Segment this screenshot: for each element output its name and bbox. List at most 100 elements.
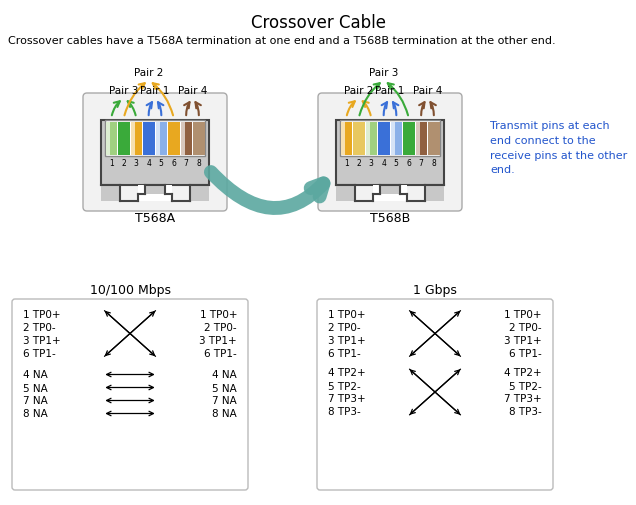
Text: 8: 8: [431, 159, 436, 168]
Text: 5: 5: [394, 159, 399, 168]
Text: 4 TP2+: 4 TP2+: [504, 368, 542, 378]
Text: 6 TP1-: 6 TP1-: [204, 348, 237, 358]
Text: 1 TP0+: 1 TP0+: [328, 310, 366, 319]
Text: Crossover Cable: Crossover Cable: [251, 14, 385, 32]
Text: 2 TP0-: 2 TP0-: [23, 322, 55, 332]
Bar: [101, 121, 209, 186]
Text: 7 NA: 7 NA: [212, 396, 237, 406]
Text: 8 NA: 8 NA: [23, 409, 48, 419]
Text: 6: 6: [406, 159, 411, 168]
Bar: [106, 123, 110, 156]
Bar: [130, 123, 142, 156]
FancyArrowPatch shape: [211, 173, 324, 209]
Text: 3 TP1+: 3 TP1+: [199, 335, 237, 345]
Text: 3 TP1+: 3 TP1+: [328, 335, 366, 345]
Text: 4 NA: 4 NA: [23, 370, 48, 380]
Text: 8 TP3-: 8 TP3-: [328, 407, 361, 417]
Bar: [336, 121, 444, 186]
Bar: [106, 123, 117, 156]
Text: 8 NA: 8 NA: [212, 409, 237, 419]
Text: 4 NA: 4 NA: [212, 370, 237, 380]
Text: Transmit pins at each
end connect to the
receive pins at the other
end.: Transmit pins at each end connect to the…: [490, 121, 627, 175]
Bar: [155, 123, 167, 156]
Text: Pair 1: Pair 1: [375, 86, 404, 96]
Bar: [138, 186, 172, 201]
Bar: [181, 123, 192, 156]
Text: 7 NA: 7 NA: [23, 396, 48, 406]
Text: 7 TP3+: 7 TP3+: [328, 394, 366, 403]
Text: 5: 5: [159, 159, 163, 168]
Text: Pair 1: Pair 1: [141, 86, 170, 96]
FancyBboxPatch shape: [83, 94, 227, 212]
Bar: [193, 123, 205, 156]
Text: Pair 3: Pair 3: [109, 86, 139, 96]
Text: 8: 8: [197, 159, 201, 168]
Text: 1 TP0+: 1 TP0+: [200, 310, 237, 319]
Text: 4 TP2+: 4 TP2+: [328, 368, 366, 378]
Text: T568A: T568A: [135, 212, 175, 225]
Bar: [428, 123, 439, 156]
Text: 1: 1: [109, 159, 114, 168]
Bar: [391, 123, 395, 156]
Text: 6 TP1-: 6 TP1-: [328, 348, 361, 358]
Text: 1 TP0+: 1 TP0+: [23, 310, 60, 319]
Bar: [415, 123, 420, 156]
Bar: [425, 186, 444, 201]
Text: T568B: T568B: [370, 212, 410, 225]
Text: Crossover cables have a T568A termination at one end and a T568B termination at : Crossover cables have a T568A terminatio…: [8, 36, 556, 46]
Text: 1: 1: [344, 159, 349, 168]
Bar: [340, 121, 440, 157]
Text: 5 NA: 5 NA: [23, 383, 48, 393]
Text: 7: 7: [184, 159, 189, 168]
Text: Pair 2: Pair 2: [134, 68, 163, 78]
Text: Pair 3: Pair 3: [369, 68, 398, 78]
Bar: [118, 123, 130, 156]
Text: 5 TP2-: 5 TP2-: [509, 381, 542, 391]
Text: 5 NA: 5 NA: [212, 383, 237, 393]
Bar: [336, 186, 356, 201]
Bar: [373, 186, 407, 201]
Bar: [353, 123, 364, 156]
Bar: [378, 123, 389, 156]
Text: 5 TP2-: 5 TP2-: [328, 381, 361, 391]
Bar: [143, 123, 155, 156]
Text: 1 Gbps: 1 Gbps: [413, 283, 457, 296]
Text: 8 TP3-: 8 TP3-: [509, 407, 542, 417]
FancyBboxPatch shape: [318, 94, 462, 212]
Text: 6 TP1-: 6 TP1-: [23, 348, 56, 358]
Bar: [101, 186, 120, 201]
Bar: [105, 121, 205, 157]
Text: 1 TP0+: 1 TP0+: [504, 310, 542, 319]
Text: 2 TP0-: 2 TP0-: [204, 322, 237, 332]
Text: 3 TP1+: 3 TP1+: [504, 335, 542, 345]
Text: 2: 2: [356, 159, 361, 168]
Bar: [366, 123, 370, 156]
FancyBboxPatch shape: [12, 299, 248, 490]
Bar: [190, 186, 209, 201]
Bar: [403, 123, 415, 156]
Bar: [415, 123, 427, 156]
Text: Pair 4: Pair 4: [178, 86, 207, 96]
Text: 7 TP3+: 7 TP3+: [504, 394, 542, 403]
Bar: [340, 123, 345, 156]
Text: 3: 3: [369, 159, 374, 168]
Text: 3: 3: [134, 159, 139, 168]
Text: 4: 4: [146, 159, 151, 168]
FancyBboxPatch shape: [317, 299, 553, 490]
Text: 2 TP0-: 2 TP0-: [328, 322, 361, 332]
Text: 10/100 Mbps: 10/100 Mbps: [90, 283, 170, 296]
Text: 6 TP1-: 6 TP1-: [509, 348, 542, 358]
Text: 7: 7: [419, 159, 424, 168]
Bar: [181, 123, 185, 156]
Text: 6: 6: [171, 159, 176, 168]
Bar: [168, 123, 179, 156]
Bar: [130, 123, 135, 156]
Text: 3 TP1+: 3 TP1+: [23, 335, 60, 345]
Text: 4: 4: [382, 159, 386, 168]
Text: Pair 2: Pair 2: [344, 86, 373, 96]
Bar: [340, 123, 352, 156]
Bar: [366, 123, 377, 156]
Bar: [146, 186, 165, 194]
Text: 2 TP0-: 2 TP0-: [509, 322, 542, 332]
Text: Pair 4: Pair 4: [413, 86, 442, 96]
